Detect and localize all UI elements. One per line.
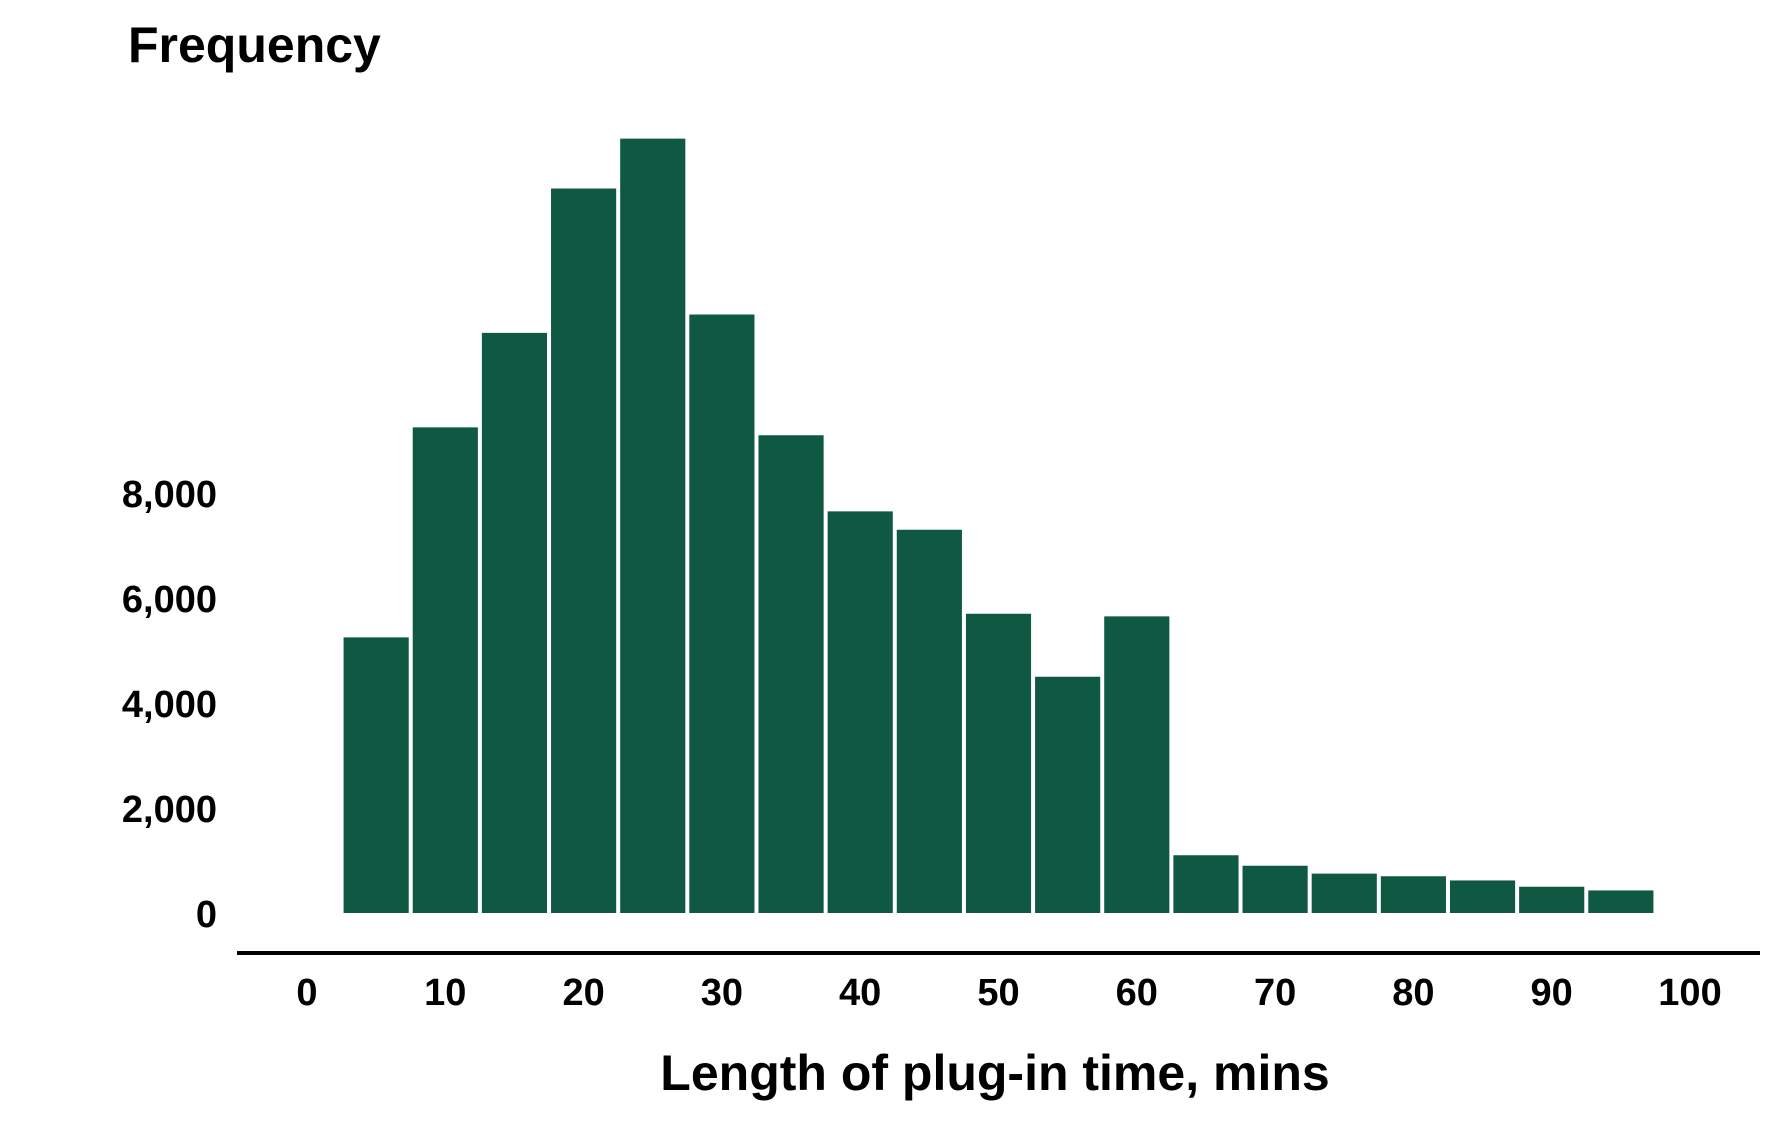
y-tick-label: 6,000 (122, 579, 217, 621)
bars-group (343, 138, 1654, 913)
histogram-bar (1242, 865, 1308, 913)
x-axis-label: Length of plug-in time, mins (660, 1045, 1329, 1101)
histogram-bar (343, 637, 409, 913)
histogram-bar (551, 188, 617, 913)
histogram-bar (481, 332, 548, 913)
x-tick-label: 80 (1392, 972, 1434, 1014)
histogram-bar (1104, 616, 1170, 913)
y-axis-label: Frequency (128, 17, 381, 73)
histogram-bar (965, 613, 1032, 913)
histogram-bar (1311, 873, 1377, 913)
histogram-bar (689, 314, 755, 913)
histogram-bar (1588, 890, 1654, 913)
x-tick-label: 90 (1531, 972, 1573, 1014)
x-tick-label: 70 (1254, 972, 1296, 1014)
histogram-bar (620, 138, 686, 913)
histogram-bar (1035, 676, 1101, 913)
histogram-bar (758, 435, 824, 913)
x-tick-label: 50 (977, 972, 1019, 1014)
x-tick-label: 100 (1658, 972, 1721, 1014)
y-tick-label: 2,000 (122, 789, 217, 831)
x-tick-label: 0 (296, 972, 317, 1014)
y-tick-label: 0 (196, 894, 217, 936)
x-tick-label: 40 (839, 972, 881, 1014)
y-tick-label: 8,000 (122, 474, 217, 516)
x-tick-label: 20 (562, 972, 604, 1014)
histogram-bar (1173, 855, 1239, 913)
histogram-bar (1449, 880, 1516, 913)
histogram-bar (1519, 886, 1585, 913)
x-tick-label: 60 (1116, 972, 1158, 1014)
x-tick-label: 30 (701, 972, 743, 1014)
histogram-bar (827, 511, 893, 913)
y-tick-labels: 0 2,000 4,000 6,000 8,000 (122, 474, 217, 936)
histogram-bar (896, 529, 962, 913)
histogram-bar (1380, 876, 1446, 913)
x-tick-labels: 0 10 20 30 40 50 60 70 80 90 100 (296, 972, 1721, 1014)
x-tick-label: 10 (424, 972, 466, 1014)
y-tick-label: 4,000 (122, 684, 217, 726)
histogram-bar (412, 427, 478, 913)
